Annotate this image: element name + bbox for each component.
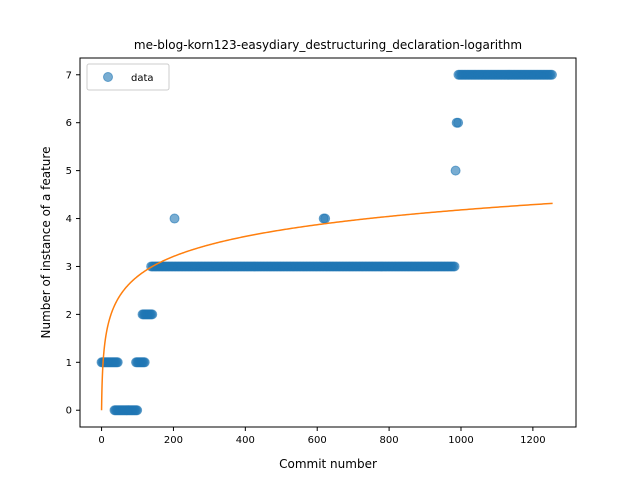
legend: data [86, 63, 170, 91]
y-tick-label: 6 [66, 118, 72, 129]
x-tick-label: 200 [164, 435, 183, 446]
chart-title: me-blog-korn123-easydiary_destructuring_… [134, 38, 522, 52]
y-axis-label: Number of instance of a feature [39, 147, 53, 339]
x-tick-label: 1000 [448, 435, 473, 446]
plot-area [96, 69, 557, 416]
data-point [139, 357, 150, 368]
y-tick-label: 5 [66, 166, 72, 177]
legend-marker-data [103, 72, 113, 82]
x-tick-label: 0 [98, 435, 104, 446]
y-tick-label: 3 [66, 262, 72, 273]
y-tick-label: 2 [66, 310, 72, 321]
data-point [449, 261, 460, 272]
fit-line [100, 202, 553, 411]
x-tick-label: 600 [308, 435, 327, 446]
data-point [453, 117, 464, 128]
x-tick-label: 800 [380, 435, 399, 446]
data-point [320, 213, 331, 224]
x-tick-label: 400 [236, 435, 255, 446]
data-point [147, 309, 158, 320]
legend-label-data: data [131, 73, 154, 84]
data-point [546, 69, 557, 80]
y-tick-label: 7 [66, 70, 72, 81]
y-tick-label: 1 [66, 358, 72, 369]
data-point [169, 213, 180, 224]
y-axis: 0 1 2 3 4 5 6 7 [66, 70, 80, 417]
data-point [450, 165, 461, 176]
y-tick-label: 4 [66, 214, 72, 225]
x-axis: 0 200 400 600 800 1000 1200 [98, 427, 546, 446]
y-tick-label: 0 [66, 406, 72, 417]
legend-box [86, 63, 170, 91]
x-axis-label: Commit number [279, 457, 377, 471]
data-point [132, 405, 143, 416]
x-tick-label: 1200 [520, 435, 545, 446]
axes-frame [79, 57, 577, 428]
data-point [112, 357, 123, 368]
